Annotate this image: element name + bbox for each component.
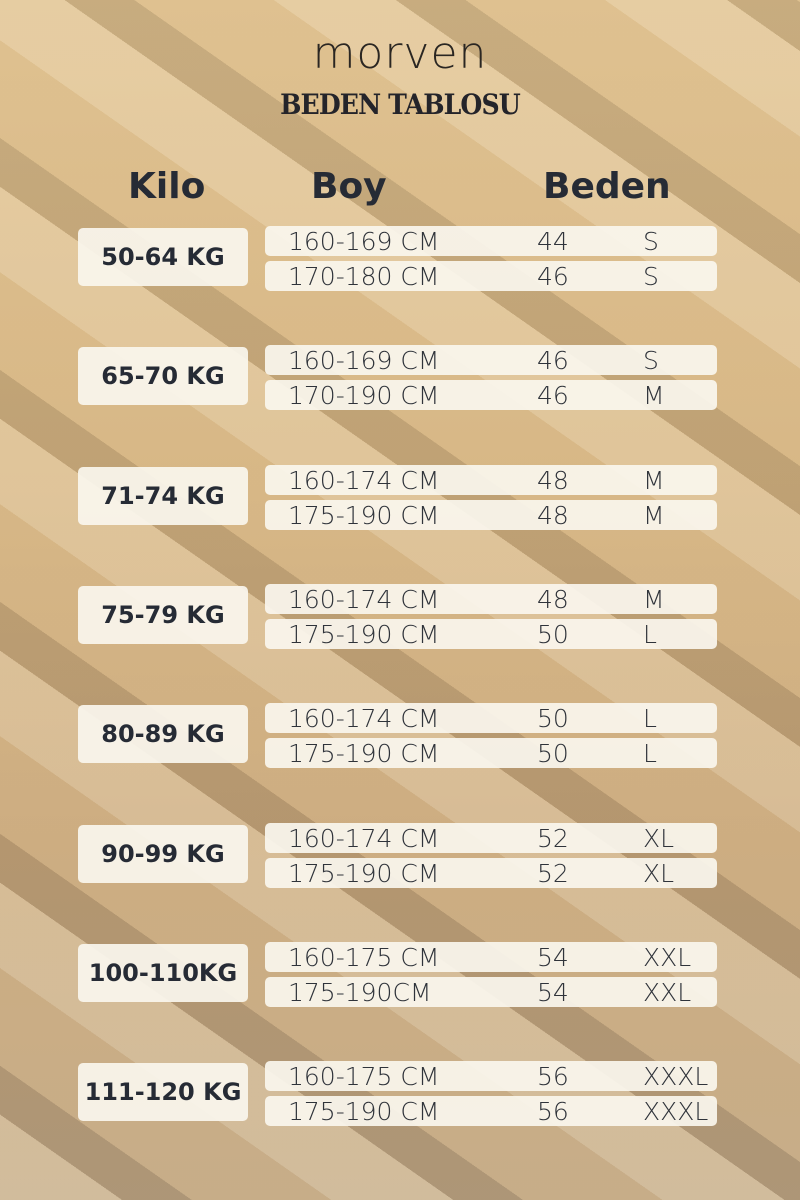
table-row: 160-174 CM 52 XL xyxy=(265,822,717,853)
size-letter: XXXL xyxy=(643,1062,709,1092)
size-number: 54 xyxy=(537,942,569,972)
table-row: 160-174 CM 48 M xyxy=(265,464,717,495)
size-number: 48 xyxy=(537,584,569,614)
size-group: 50-64 KG 160-169 CM 44 S 170-180 CM 46 S xyxy=(0,226,800,292)
table-row: 175-190 CM 48 M xyxy=(265,499,717,530)
height-range: 175-190 CM xyxy=(288,739,440,769)
height-range: 160-175 CM xyxy=(288,1062,440,1092)
size-letter: L xyxy=(643,619,657,649)
size-number: 52 xyxy=(537,858,569,888)
weight-range: 90-99 KG xyxy=(78,824,248,883)
size-letter: M xyxy=(643,465,665,495)
size-number: 46 xyxy=(537,346,569,376)
size-number: 46 xyxy=(537,262,569,291)
size-group: 65-70 KG 160-169 CM 46 S 170-190 CM 46 M xyxy=(0,345,800,411)
height-range: 170-180 CM xyxy=(288,262,440,291)
weight-range: 111-120 KG xyxy=(78,1063,248,1122)
size-letter: S xyxy=(643,346,659,376)
height-range: 175-190CM xyxy=(288,977,432,1007)
size-number: 48 xyxy=(537,500,569,530)
height-range: 175-190 CM xyxy=(288,500,440,530)
size-letter: XXL xyxy=(643,942,692,972)
size-group: 100-110KG 160-175 CM 54 XXL 175-190CM 54… xyxy=(0,941,800,1008)
height-range: 160-175 CM xyxy=(288,942,440,972)
size-number: 56 xyxy=(537,1062,569,1092)
size-number: 48 xyxy=(537,465,569,495)
page-title: BEDEN TABLOSU xyxy=(280,88,521,121)
weight-range: 80-89 KG xyxy=(78,705,248,764)
size-letter: L xyxy=(643,739,657,769)
size-letter: XXL xyxy=(643,977,692,1007)
size-group: 71-74 KG 160-174 CM 48 M 175-190 CM 48 M xyxy=(0,464,800,531)
table-row: 160-174 CM 50 L xyxy=(265,703,717,734)
table-row: 160-169 CM 46 S xyxy=(265,345,717,376)
size-letter: M xyxy=(643,381,665,411)
size-letter: XL xyxy=(643,858,675,888)
size-number: 54 xyxy=(537,977,569,1007)
height-range: 160-174 CM xyxy=(288,704,440,734)
height-range: 175-190 CM xyxy=(288,1097,440,1127)
size-letter: M xyxy=(643,500,665,530)
height-range: 160-174 CM xyxy=(288,823,440,853)
size-number: 44 xyxy=(537,227,569,256)
header-boy: Boy xyxy=(311,166,387,207)
table-row: 175-190 CM 50 L xyxy=(265,738,717,769)
size-letter: S xyxy=(643,227,659,256)
weight-range: 75-79 KG xyxy=(78,585,248,644)
weight-range: 50-64 KG xyxy=(78,228,248,286)
brand-logo: morven xyxy=(312,28,488,79)
table-row: 160-175 CM 54 XXL xyxy=(265,941,717,972)
size-letter: XL xyxy=(643,823,675,853)
size-group: 90-99 KG 160-174 CM 52 XL 175-190 CM 52 … xyxy=(0,822,800,889)
size-letter: L xyxy=(643,704,657,734)
table-row: 170-190 CM 46 M xyxy=(265,380,717,411)
height-range: 160-169 CM xyxy=(288,346,440,376)
size-letter: XXXL xyxy=(643,1097,709,1127)
weight-range: 100-110KG xyxy=(78,943,248,1002)
size-number: 50 xyxy=(537,619,569,649)
height-range: 160-174 CM xyxy=(288,465,440,495)
height-range: 160-169 CM xyxy=(288,227,440,256)
table-row: 160-174 CM 48 M xyxy=(265,583,717,614)
size-group: 75-79 KG 160-174 CM 48 M 175-190 CM 50 L xyxy=(0,583,800,650)
height-range: 170-190 CM xyxy=(288,381,440,411)
size-letter: M xyxy=(643,584,665,614)
size-number: 50 xyxy=(537,739,569,769)
weight-range: 71-74 KG xyxy=(78,466,248,525)
height-range: 175-190 CM xyxy=(288,858,440,888)
weight-range: 65-70 KG xyxy=(78,347,248,406)
table-row: 170-180 CM 46 S xyxy=(265,261,717,291)
size-letter: S xyxy=(643,262,659,291)
size-number: 56 xyxy=(537,1097,569,1127)
height-range: 160-174 CM xyxy=(288,584,440,614)
size-group: 80-89 KG 160-174 CM 50 L 175-190 CM 50 L xyxy=(0,703,800,769)
table-row: 175-190 CM 50 L xyxy=(265,618,717,649)
table-row: 175-190 CM 56 XXXL xyxy=(265,1096,717,1127)
table-row: 175-190CM 54 XXL xyxy=(265,976,717,1007)
table-row: 160-175 CM 56 XXXL xyxy=(265,1061,717,1092)
size-number: 46 xyxy=(537,381,569,411)
size-group: 111-120 KG 160-175 CM 56 XXXL 175-190 CM… xyxy=(0,1061,800,1127)
header-kilo: Kilo xyxy=(128,166,206,207)
table-row: 160-169 CM 44 S xyxy=(265,226,717,256)
size-number: 50 xyxy=(537,704,569,734)
table-row: 175-190 CM 52 XL xyxy=(265,857,717,888)
height-range: 175-190 CM xyxy=(288,619,440,649)
header-beden: Beden xyxy=(543,166,671,207)
size-number: 52 xyxy=(537,823,569,853)
